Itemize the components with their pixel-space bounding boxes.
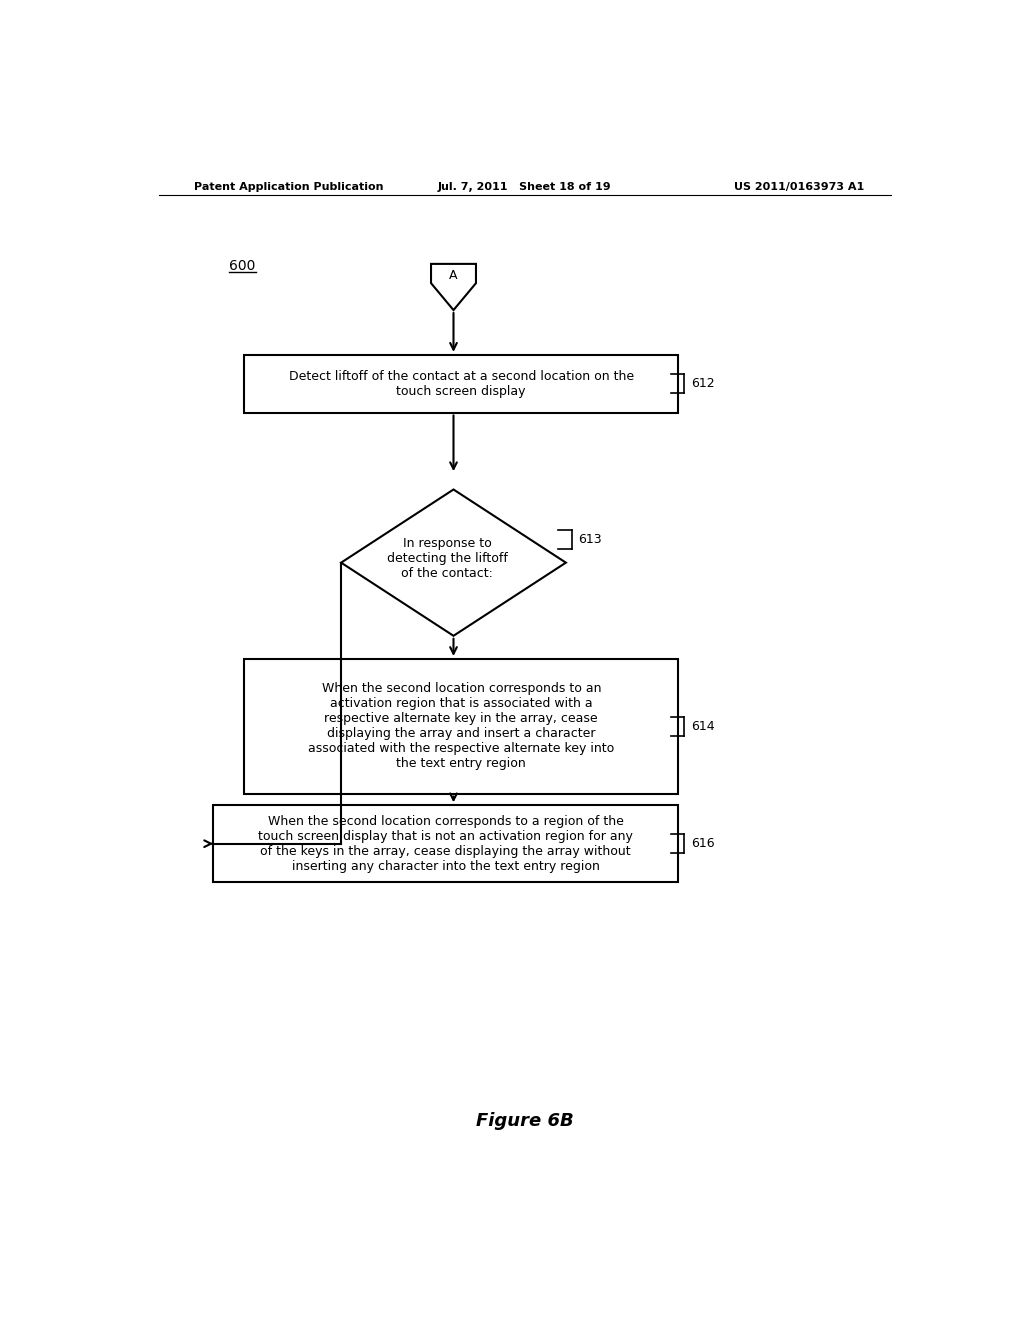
Text: Jul. 7, 2011   Sheet 18 of 19: Jul. 7, 2011 Sheet 18 of 19 bbox=[438, 182, 611, 191]
FancyBboxPatch shape bbox=[245, 659, 678, 793]
Text: Patent Application Publication: Patent Application Publication bbox=[194, 182, 383, 191]
Text: 612: 612 bbox=[690, 378, 715, 391]
FancyBboxPatch shape bbox=[213, 805, 678, 882]
Text: 613: 613 bbox=[579, 533, 602, 546]
Text: 614: 614 bbox=[690, 719, 715, 733]
Text: Detect liftoff of the contact at a second location on the
touch screen display: Detect liftoff of the contact at a secon… bbox=[289, 370, 634, 397]
Text: Figure 6B: Figure 6B bbox=[476, 1111, 573, 1130]
Text: When the second location corresponds to an
activation region that is associated : When the second location corresponds to … bbox=[308, 682, 614, 771]
Text: US 2011/0163973 A1: US 2011/0163973 A1 bbox=[734, 182, 864, 191]
FancyBboxPatch shape bbox=[245, 355, 678, 413]
Text: A: A bbox=[450, 268, 458, 281]
Text: In response to
detecting the liftoff
of the contact:: In response to detecting the liftoff of … bbox=[387, 537, 508, 581]
Text: 616: 616 bbox=[690, 837, 715, 850]
Text: When the second location corresponds to a region of the
touch screen display tha: When the second location corresponds to … bbox=[258, 814, 633, 873]
Text: 600: 600 bbox=[228, 259, 255, 273]
